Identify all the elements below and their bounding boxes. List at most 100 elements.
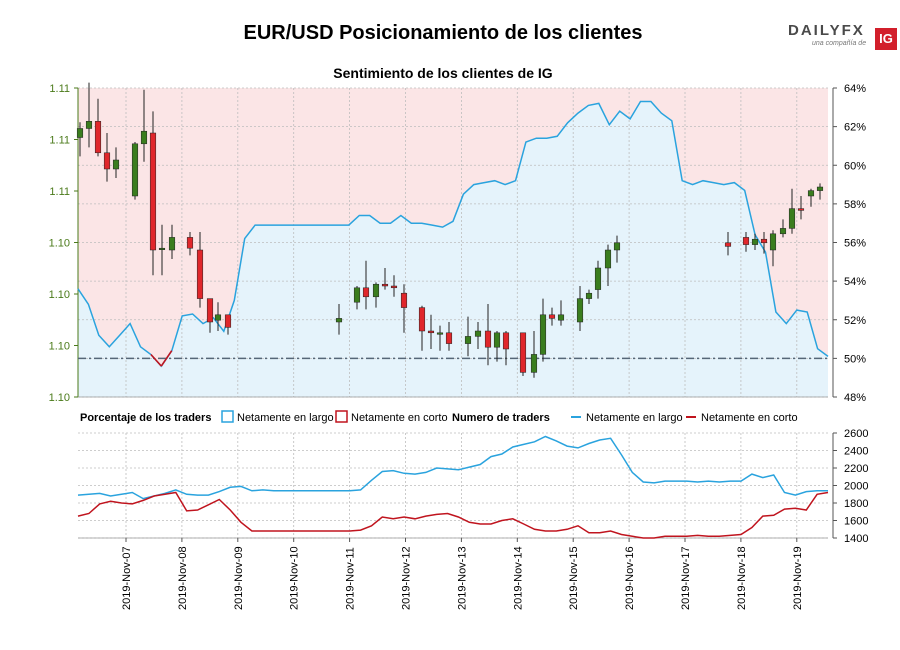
candle-body <box>760 238 768 244</box>
candle-body <box>427 330 435 334</box>
traders-axis-label: 1600 <box>844 516 868 528</box>
short-line-segment <box>150 353 162 367</box>
traders-axis-label: 2000 <box>844 481 868 493</box>
candle-body <box>131 143 139 197</box>
brand-word: DAILYFX <box>788 22 865 39</box>
candle-body <box>742 237 750 245</box>
candle-body <box>140 130 148 145</box>
candle-body <box>206 298 214 323</box>
candle-body <box>797 208 805 211</box>
candle-body <box>484 330 492 348</box>
candle-body <box>779 228 787 235</box>
right-axis-label: 60% <box>844 160 866 172</box>
candle-body <box>224 314 232 328</box>
date-axis: 2019-Nov-07 2019-Nov-08 2019-Nov-09 2019-No… <box>121 538 804 610</box>
candle-body <box>149 132 157 251</box>
candle-body <box>519 332 527 373</box>
candle-body <box>502 332 510 350</box>
right-axis-label: 64% <box>844 83 866 95</box>
date-label: 2019-Nov-07 <box>121 546 133 610</box>
date-label: 2019-Nov-12 <box>401 546 413 610</box>
traders-axis-label: 2400 <box>844 446 868 458</box>
legend-row: Porcentaje de los traders Netamente en la… <box>80 410 798 424</box>
legend-pct-title: Porcentaje de los traders <box>80 412 211 424</box>
left-axis-label: 1.11 <box>49 135 70 147</box>
left-axis-label: 1.11 <box>49 83 70 95</box>
chart-title: EUR/USD Posicionamiento de los clientes <box>243 22 643 44</box>
candle-body <box>353 287 361 303</box>
candle-body <box>436 332 444 335</box>
candle-body <box>604 249 612 269</box>
candle-body <box>335 318 343 323</box>
dailyfx-logo: DAILYFX una compañía de IG <box>788 22 898 52</box>
date-label: 2019-Nov-11 <box>345 547 357 610</box>
candle-body <box>788 208 796 229</box>
candle-body <box>214 314 222 321</box>
candle-body <box>196 249 204 299</box>
legend-traders-short: Netamente en corto <box>701 412 798 424</box>
date-label: 2019-Nov-15 <box>568 546 580 610</box>
legend-pct-short: Netamente en corto <box>351 412 448 424</box>
long-area <box>78 101 828 397</box>
candle-body <box>418 307 426 332</box>
ig-badge: IG <box>875 28 897 50</box>
candle-body <box>400 292 408 308</box>
candle-body <box>557 314 565 321</box>
traders-axis-label: 1400 <box>844 533 868 545</box>
date-label: 2019-Nov-13 <box>456 546 468 610</box>
candle-body <box>464 336 472 344</box>
long-percentage-line <box>77 100 829 368</box>
candle-body <box>474 330 482 337</box>
chart-subtitle: Sentimiento de los clientes de IG <box>333 65 553 81</box>
traders-long-line <box>77 435 828 500</box>
candle-body <box>381 283 389 287</box>
candle-body <box>816 186 824 191</box>
candle-body <box>585 292 593 299</box>
left-axis-label: 1.10 <box>49 341 70 353</box>
traders-short-line <box>77 491 829 539</box>
traders-axis-label: 2600 <box>844 428 868 440</box>
candle-body <box>769 233 777 251</box>
traders-panel: 2600 2400 2200 2000 1800 1600 1400 <box>77 428 868 545</box>
legend-traders-long: Netamente en largo <box>586 412 683 424</box>
legend-pct-long: Netamente en largo <box>237 412 334 424</box>
left-axis-label: 1.10 <box>49 289 70 301</box>
date-label: 2019-Nov-17 <box>680 546 692 610</box>
candle-body <box>576 298 584 323</box>
candle-body <box>751 238 759 245</box>
candle-body <box>85 121 93 129</box>
candle-body <box>186 237 194 249</box>
candle-body <box>548 314 556 319</box>
candle-body <box>372 283 380 298</box>
date-label: 2019-Nov-18 <box>736 546 748 610</box>
left-axis-label: 1.10 <box>49 392 70 404</box>
candle-body <box>539 314 547 355</box>
candle-body <box>493 332 501 348</box>
price-panel: 64% 62% 60% 58% 56% 54% 52% 50% 48% 1.11 1.11 1.11 1… <box>49 82 866 404</box>
candle-body <box>103 152 111 170</box>
date-label: 2019-Nov-16 <box>624 546 636 610</box>
date-label: 2019-Nov-09 <box>233 546 245 610</box>
candle-body <box>112 159 120 170</box>
right-axis-label: 50% <box>844 353 866 365</box>
candle-body <box>594 267 602 290</box>
legend-long-swatch <box>221 410 234 423</box>
right-axis-label: 54% <box>844 276 866 288</box>
candle-body <box>168 237 176 251</box>
right-axis-label: 52% <box>844 315 866 327</box>
candle-body <box>362 287 370 298</box>
candle-body <box>158 247 166 250</box>
date-label: 2019-Nov-08 <box>177 546 189 610</box>
traders-axis-label: 2200 <box>844 463 868 475</box>
candle-body <box>530 354 538 373</box>
short-line-segment <box>160 350 173 367</box>
left-axis-label: 1.11 <box>49 186 70 198</box>
date-label: 2019-Nov-10 <box>289 546 301 610</box>
date-label: 2019-Nov-19 <box>792 546 804 610</box>
brand-tagline: una compañía de <box>812 40 867 47</box>
legend-traders-title: Numero de traders <box>452 412 550 424</box>
traders-axis-label: 1800 <box>844 498 868 510</box>
candle-body <box>94 121 102 154</box>
candle-body <box>76 128 84 138</box>
